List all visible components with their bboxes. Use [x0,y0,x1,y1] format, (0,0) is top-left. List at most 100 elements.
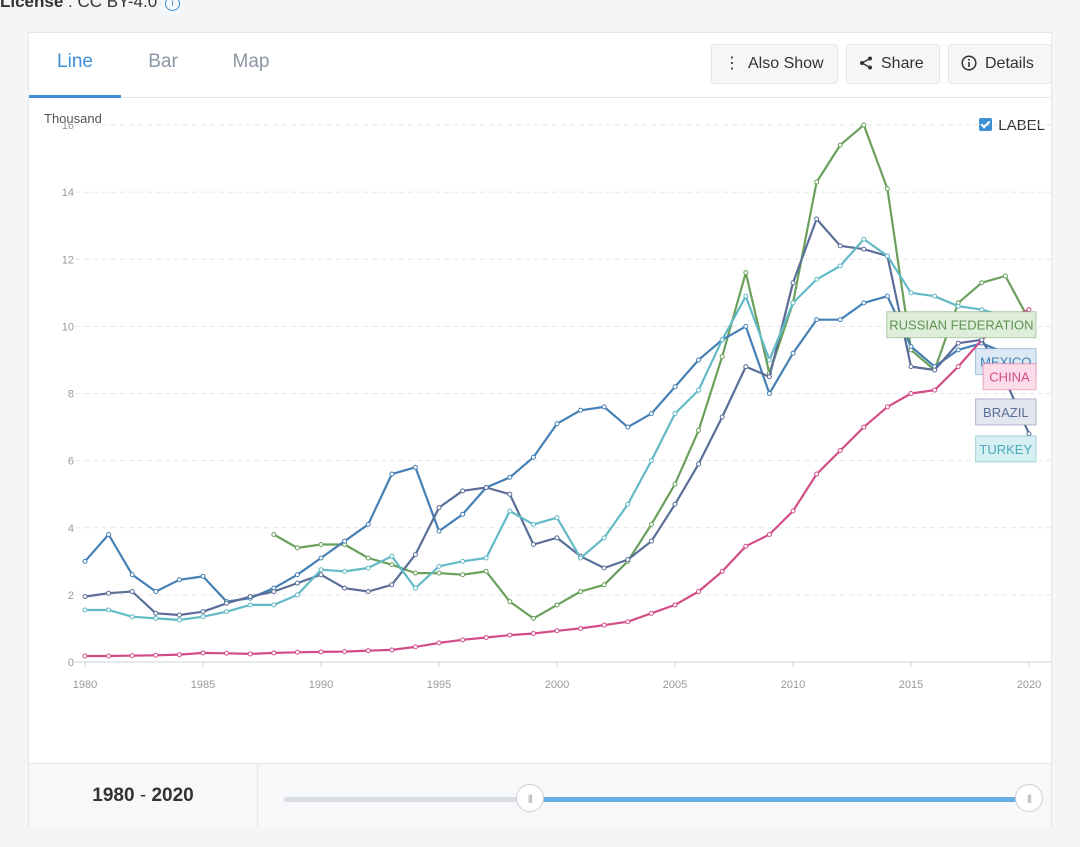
data-point [106,590,112,596]
data-point [389,582,395,588]
data-point [719,414,725,420]
data-point [365,521,371,527]
data-point [412,464,418,470]
license-value: : CC BY-4.0 [63,0,158,11]
data-point [814,216,820,222]
data-point [436,505,442,511]
slider-end-handle[interactable]: ||| [1015,784,1043,812]
data-point [176,577,182,583]
share-label: Share [881,55,924,72]
data-point [318,567,324,573]
data-point [837,243,843,249]
data-point [342,538,348,544]
data-point [908,391,914,396]
data-point [483,634,489,640]
data-point [696,427,702,433]
data-point [153,615,159,621]
data-point [955,347,961,353]
data-point [294,545,300,551]
data-point [507,632,513,638]
data-point [601,582,607,588]
data-point [530,454,536,460]
data-point [460,511,466,517]
data-point [106,607,112,613]
x-tick-label: 2000 [545,679,569,691]
data-point [412,644,418,650]
slider-selected-range[interactable] [529,797,1029,802]
data-point [365,648,371,654]
data-point [696,357,702,363]
tab-bar[interactable]: Bar [148,51,178,72]
data-point [578,555,584,561]
series-label-box [975,435,1037,463]
data-point [578,589,584,595]
data-point [365,565,371,571]
info-icon[interactable]: i [165,0,181,11]
y-tick-label: 10 [62,321,74,333]
data-point [153,652,159,658]
data-point [554,535,560,541]
also-show-button[interactable]: ⋮ Also Show [711,44,838,84]
license-line: License : CC BY-4.0 i [0,0,181,16]
data-point [648,610,654,616]
slider-start-handle[interactable]: ||| [515,784,544,812]
data-point [554,421,560,427]
data-point [601,565,607,571]
data-point [365,589,371,595]
data-point [82,653,88,659]
data-point [554,628,560,634]
data-point [790,350,796,356]
data-point [200,609,206,615]
data-point [743,364,749,370]
y-tick-label: 2 [68,590,74,602]
data-point [271,531,277,537]
data-point [648,521,654,527]
data-point [932,387,938,393]
details-label: Details [985,55,1034,72]
data-point [578,625,584,631]
series-label-box [886,311,1037,339]
series-line-russian-federation [273,123,1030,620]
range-separator: - [134,785,152,806]
data-point [884,404,890,410]
data-point [601,535,607,541]
data-point [153,610,159,616]
info-circle-icon [961,45,977,83]
data-point [696,387,702,393]
data-point [389,562,395,568]
data-point [648,538,654,544]
data-point [389,553,395,559]
data-point [1002,273,1008,279]
data-point [625,424,631,430]
details-button[interactable]: Details [948,44,1052,84]
data-point [554,515,560,521]
series-line-brazil [84,217,1031,617]
data-point [861,300,867,306]
data-point [955,303,961,309]
x-tick-label: 2015 [899,679,923,691]
share-button[interactable]: Share [846,44,940,84]
data-point [908,364,914,370]
x-tick-label: 1980 [73,679,97,691]
data-point [318,542,324,548]
data-point [814,471,820,477]
data-point [176,652,182,658]
data-point [460,637,466,643]
data-point [389,647,395,653]
data-point [814,179,820,185]
data-point [342,585,348,591]
year-range: 1980 - 2020 [29,764,258,829]
chart-card: Line Bar Map ⋮ Also Show Share Details [28,32,1052,829]
data-point [932,367,938,373]
data-point [294,580,300,586]
data-point [766,374,772,380]
data-point [884,293,890,299]
also-show-label: Also Show [748,55,824,72]
data-point [271,589,277,595]
data-point [979,337,985,343]
data-point [696,589,702,595]
tab-line[interactable]: Line [29,33,121,98]
tab-map[interactable]: Map [232,51,270,72]
data-point [861,236,867,242]
data-point [1026,431,1032,437]
